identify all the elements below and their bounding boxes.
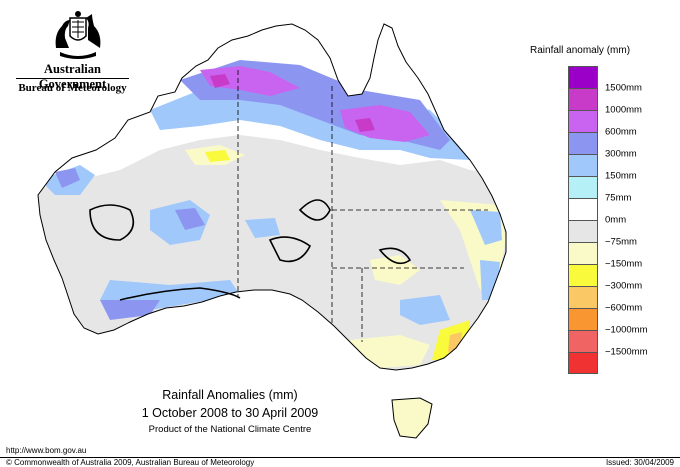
legend-swatch <box>568 88 598 110</box>
legend-label: 0mm <box>605 214 627 226</box>
government-name: Australian Government <box>38 62 107 91</box>
bom-logo: Australian Government Bureau of Meteorol… <box>10 8 135 100</box>
issued-date: Issued: 30/04/2009 <box>605 458 674 467</box>
map-product: Product of the National Climate Centre <box>148 424 312 435</box>
legend-label: 1000mm <box>605 104 642 116</box>
legend-swatch <box>568 198 598 220</box>
website-link[interactable]: http://www.bom.gov.au <box>6 446 87 455</box>
map-title: Rainfall Anomalies (mm) <box>162 388 298 402</box>
legend-swatch <box>568 352 598 374</box>
legend-swatch <box>568 264 598 286</box>
zero-contours <box>89 199 412 301</box>
map-period: 1 October 2008 to 30 April 2009 <box>141 406 319 420</box>
legend-label: 300mm <box>605 148 637 160</box>
logo-divider <box>16 78 129 79</box>
legend-label: −300mm <box>605 280 643 292</box>
australia-rainfall-map <box>37 23 507 439</box>
legend-label: −150mm <box>605 258 643 270</box>
anomaly-fill <box>38 24 506 370</box>
legend-label: −1500mm <box>605 346 648 358</box>
legend-swatch <box>568 286 598 308</box>
legend-swatch <box>568 220 598 242</box>
legend-label: −1000mm <box>605 324 648 336</box>
legend-label: −600mm <box>605 302 643 314</box>
footer-divider <box>0 457 680 458</box>
legend-swatch <box>568 66 598 88</box>
legend-swatch <box>568 330 598 352</box>
legend-swatch <box>568 154 598 176</box>
copyright-text: © Commonwealth of Australia 2009, Austra… <box>6 458 255 467</box>
tasmania <box>391 397 433 439</box>
bureau-name: Bureau of Meteorology <box>18 82 127 94</box>
legend-label: 1500mm <box>605 82 642 94</box>
legend-color-bar <box>568 66 598 374</box>
state-borders <box>237 70 488 342</box>
legend-label: −75mm <box>605 236 637 248</box>
legend-swatch <box>568 308 598 330</box>
legend-label: 75mm <box>605 192 632 204</box>
coastline <box>37 23 507 371</box>
legend-swatch <box>568 242 598 264</box>
legend-swatch <box>568 110 598 132</box>
legend-swatch <box>568 176 598 198</box>
legend-label: 150mm <box>605 170 637 182</box>
legend-title: Rainfall anomaly (mm) <box>530 45 631 56</box>
coat-of-arms-icon <box>55 11 101 59</box>
legend-label: 600mm <box>605 126 637 138</box>
legend-swatch <box>568 132 598 154</box>
